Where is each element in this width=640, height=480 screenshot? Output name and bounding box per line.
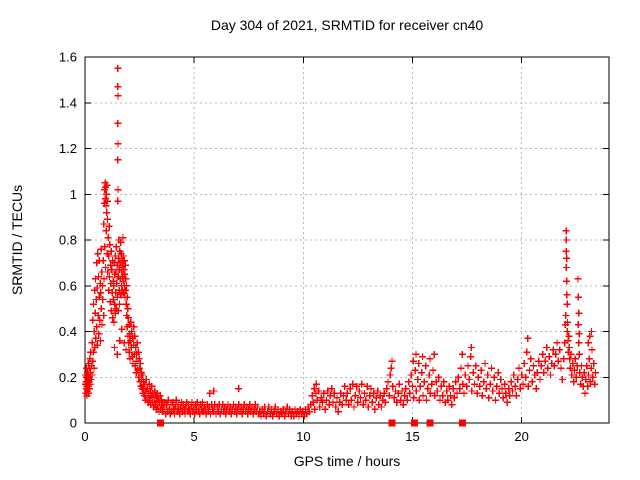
chart-title: Day 304 of 2021, SRMTID for receiver cn4… — [211, 17, 484, 33]
y-tick-label: 0.8 — [59, 233, 77, 248]
x-tick-label: 20 — [514, 429, 528, 444]
x-tick-label: 15 — [405, 429, 419, 444]
x-axis-label: GPS time / hours — [294, 453, 401, 469]
y-tick-label: 1.4 — [59, 95, 77, 110]
square-marker — [156, 419, 164, 427]
scatter-series — [81, 64, 599, 420]
y-tick-label: 0.6 — [59, 278, 77, 293]
y-tick-label: 1.6 — [59, 50, 77, 65]
x-axis-ticks: 0 5 10 15 20 — [81, 57, 529, 444]
y-tick-label: 0.4 — [59, 324, 77, 339]
y-axis-label: SRMTID / TECUs — [9, 185, 25, 295]
y-tick-label: 0.2 — [59, 370, 77, 385]
y-tick-label: 0 — [70, 416, 77, 431]
y-tick-label: 1.2 — [59, 141, 77, 156]
square-marker — [426, 419, 434, 427]
x-tick-label: 0 — [81, 429, 88, 444]
plus-marker-path — [81, 64, 599, 420]
y-axis-ticks: 0 0.2 0.4 0.6 0.8 1 1.2 1.4 1.6 — [59, 50, 609, 431]
square-marker — [458, 419, 466, 427]
square-marker — [388, 419, 396, 427]
x-tick-label: 10 — [296, 429, 310, 444]
square-marker — [411, 419, 419, 427]
event-marker-series — [156, 419, 466, 427]
x-tick-label: 5 — [191, 429, 198, 444]
y-tick-label: 1 — [70, 187, 77, 202]
grid-lines — [85, 57, 609, 423]
